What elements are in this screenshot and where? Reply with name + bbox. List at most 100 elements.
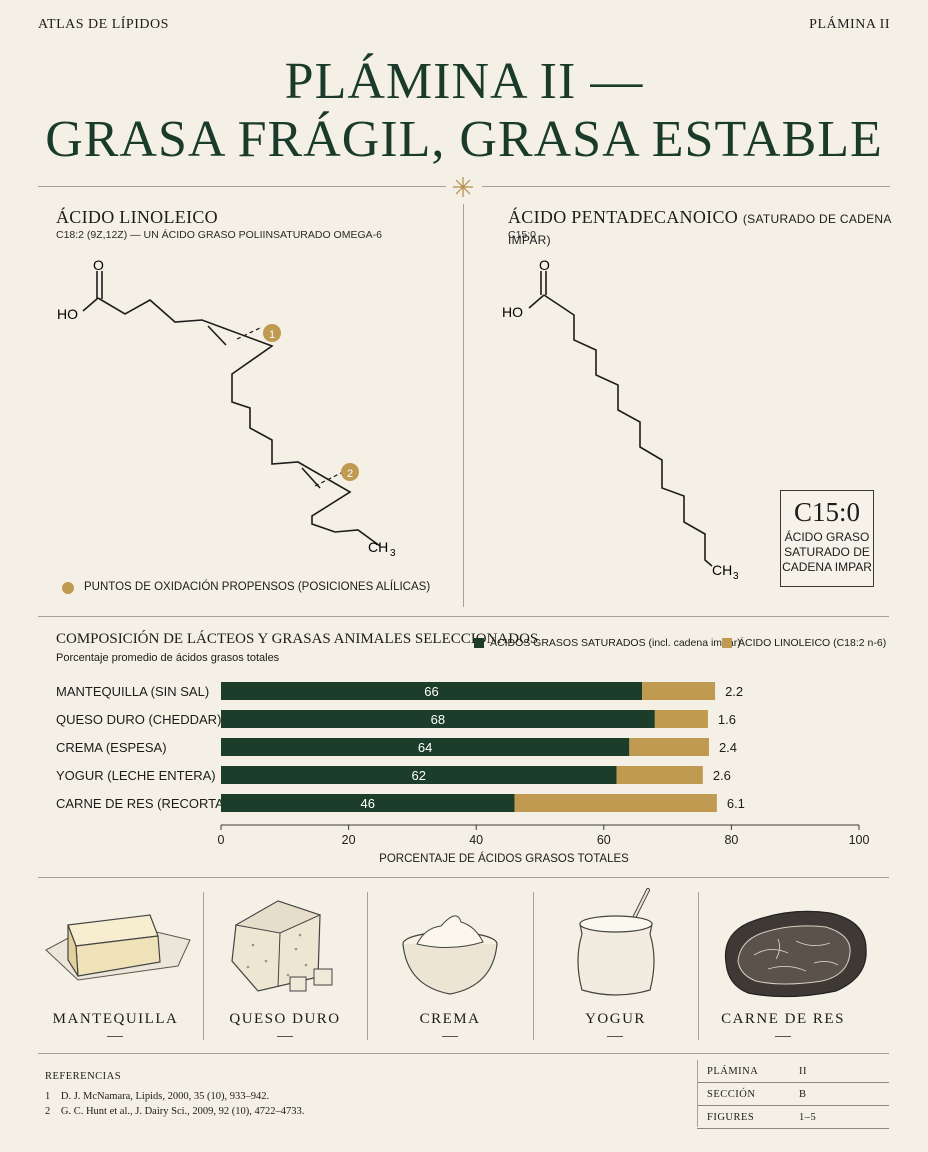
meta-key: FIGURES (707, 1111, 755, 1123)
reference-text: D. J. McNamara, Lipids, 2000, 35 (10), 9… (60, 1091, 270, 1102)
meta-value: B (799, 1088, 807, 1100)
references-heading: REFERENCIAS (45, 1071, 122, 1082)
legend-saturated-swatch (474, 638, 484, 648)
bar-value-linoleic: 6.1 (727, 796, 745, 811)
methyl-label-2: CH (712, 562, 732, 578)
food-underline-cream (442, 1036, 458, 1037)
category-label: QUESO DURO (CHEDDAR) (56, 712, 221, 727)
pentadecanoic-title-wrap: ÁCIDO PENTADECANOICO (SATURADO DE CADENA… (508, 207, 928, 249)
x-tick-label: 80 (724, 833, 738, 847)
yogurt-jar-icon (577, 888, 655, 996)
x-axis-title: PORCENTAJE DE ÁCIDOS GRASOS TOTALES (379, 852, 629, 865)
meta-key: PLÁMINA (707, 1065, 759, 1077)
bar-saturated (221, 794, 515, 812)
methyl-subscript-2: 3 (733, 571, 739, 582)
plate-metadata-table: PLÁMINA II SECCIÓN B FIGURES 1–5 (697, 1060, 889, 1129)
x-tick-label: 100 (849, 833, 870, 847)
methyl-label: CH (368, 539, 388, 555)
star-icon (453, 177, 473, 197)
bar-value-saturated: 46 (361, 796, 375, 811)
title-divider-left (38, 186, 446, 187)
bar-linoleic (654, 710, 708, 728)
food-underline-cheese (277, 1036, 293, 1037)
cream-bowl-icon (402, 915, 498, 995)
legend-linoleic-label: ÁCIDO LINOLEICO (C18:2 n-6) (738, 637, 887, 649)
bar-saturated (221, 766, 617, 784)
meta-table-left-border (697, 1060, 698, 1127)
chart-divider (38, 616, 889, 617)
butter-icon (45, 914, 191, 981)
meta-value: II (799, 1065, 807, 1077)
pentadecanoic-structure: O HO CH 3 (502, 257, 739, 582)
references-divider (38, 1053, 889, 1054)
reference-item: 2 G. C. Hunt et al., J. Dairy Sci., 2009… (45, 1106, 304, 1117)
bar-linoleic (642, 682, 716, 700)
oxidation-marker-2 (341, 463, 359, 481)
food-separator-2 (367, 892, 368, 1040)
meta-row-plate: PLÁMINA II (697, 1060, 889, 1083)
oxidation-legend-label: PUNTOS DE OXIDACIÓN PROPENSOS (POSICIONE… (84, 581, 431, 593)
page-title-line2: GRASA FRÁGIL, GRASA ESTABLE (45, 111, 883, 168)
food-underline-yogurt (607, 1036, 623, 1037)
meta-value: 1–5 (799, 1111, 817, 1123)
bar-value-saturated: 66 (424, 684, 438, 699)
meta-row-section: SECCIÓN B (697, 1083, 889, 1106)
plate-label: PLÁMINA II (809, 17, 890, 32)
title-divider-right (482, 186, 890, 187)
atlas-label: ATLAS DE LÍPIDOS (38, 17, 169, 32)
food-separator-1 (203, 892, 204, 1040)
oxygen-label: O (93, 257, 104, 273)
pentadecanoic-title: ÁCIDO PENTADECANOICO (508, 207, 739, 227)
legend-saturated: ÁCIDOS GRASOS SATURADOS (incl. cadena im… (474, 637, 741, 649)
oxidation-legend-dot (62, 582, 74, 594)
category-label: CARNE DE RES (RECORTADA) (56, 796, 246, 811)
methyl-subscript: 3 (390, 548, 396, 559)
bar-value-linoleic: 2.4 (719, 740, 737, 755)
bar-value-linoleic: 2.6 (713, 768, 731, 783)
bar-saturated (221, 710, 655, 728)
bar-value-saturated: 68 (431, 712, 445, 727)
reference-text: G. C. Hunt et al., J. Dairy Sci., 2009, … (60, 1106, 305, 1117)
legend-linoleic: ÁCIDO LINOLEICO (C18:2 n-6) (722, 637, 886, 649)
hydroxyl-label-2: HO (502, 304, 523, 320)
reference-number: 2 (45, 1106, 51, 1117)
x-tick-label: 0 (218, 833, 225, 847)
linoleic-subtitle: C18:2 (9Z,12Z) — UN ÁCIDO GRASO POLIINSA… (56, 229, 382, 241)
category-label: YOGUR (LECHE ENTERA) (56, 768, 216, 783)
linoleic-structure: O HO CH 3 1 2 (57, 257, 396, 559)
oxidation-marker-1-label: 1 (269, 329, 275, 341)
cheese-icon (231, 900, 333, 992)
food-label-yogurt: YOGUR (585, 1011, 646, 1027)
chart-title: COMPOSICIÓN DE LÁCTEOS Y GRASAS ANIMALES… (56, 631, 539, 647)
panel-divider (463, 204, 464, 607)
pentadecanoic-note: (SATURADO DE CADENA IMPAR) (508, 212, 892, 247)
legend-saturated-label: ÁCIDOS GRASOS SATURADOS (incl. cadena im… (490, 637, 741, 649)
reference-number: 1 (45, 1091, 51, 1102)
oxygen-label-2: O (539, 257, 550, 273)
legend-linoleic-swatch (722, 638, 732, 648)
linoleic-title: ÁCIDO LINOLEICO (56, 207, 218, 227)
food-label-butter: MANTEQUILLA (52, 1011, 179, 1027)
meta-key: SECCIÓN (707, 1088, 756, 1100)
oxidation-marker-2-label: 2 (347, 468, 353, 480)
food-separator-3 (533, 892, 534, 1040)
category-label: CREMA (ESPESA) (56, 740, 167, 755)
reference-item: 1 D. J. McNamara, Lipids, 2000, 35 (10),… (45, 1091, 269, 1102)
food-label-cream: CREMA (419, 1011, 481, 1027)
c15-badge-text: ÁCIDO GRASO SATURADO DE CADENA IMPAR (782, 530, 872, 574)
bar-value-saturated: 64 (418, 740, 432, 755)
bar-value-saturated: 62 (412, 768, 426, 783)
c15-badge-title: C15:0 (793, 497, 860, 527)
bar-saturated (221, 682, 643, 700)
bar-linoleic (514, 794, 717, 812)
c15-badge: C15:0 ÁCIDO GRASO SATURADO DE CADENA IMP… (780, 490, 874, 587)
page-title-line1: PLÁMINA II — (284, 53, 644, 110)
hydroxyl-label: HO (57, 306, 78, 322)
foods-divider-top (38, 877, 889, 878)
food-label-beef: CARNE DE RES (721, 1011, 845, 1027)
bar-linoleic (616, 766, 703, 784)
oxidation-marker-1 (263, 324, 281, 342)
fatty-acid-bar-chart: MANTEQUILLA (SIN SAL) 66 2.2 QUESO DURO (CH… (56, 682, 870, 865)
meta-row-figures: FIGURES 1–5 (697, 1106, 889, 1129)
bar-linoleic (629, 738, 709, 756)
